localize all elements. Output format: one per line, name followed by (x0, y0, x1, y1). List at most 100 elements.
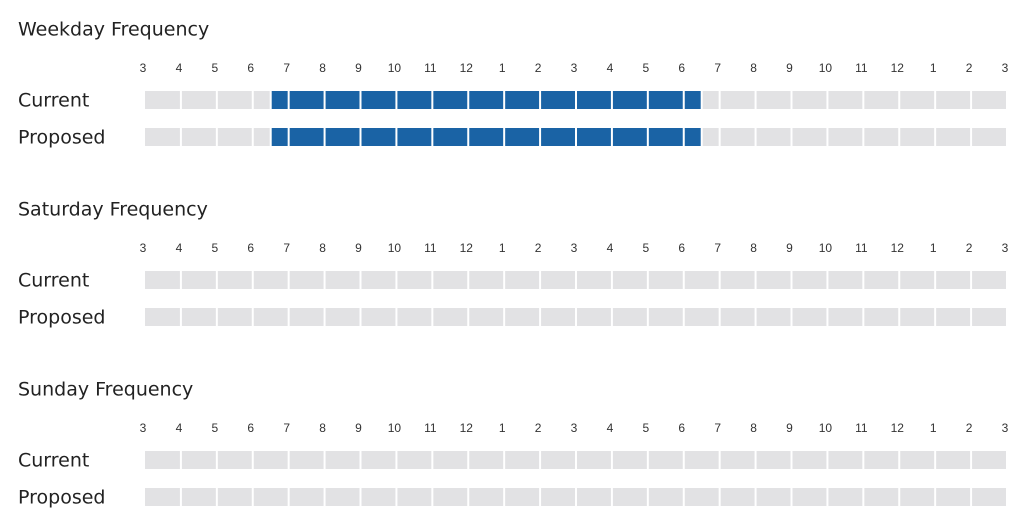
row-label: Current (18, 450, 89, 472)
hour-label: 5 (642, 241, 649, 255)
hour-label: 11 (855, 61, 868, 75)
inactive-cell (612, 271, 647, 289)
inactive-cell (361, 271, 396, 289)
hour-label: 3 (1002, 241, 1009, 255)
inactive-cell (397, 451, 432, 469)
inactive-cell (577, 271, 611, 289)
hour-label: 1 (930, 61, 937, 75)
hour-label: 8 (750, 421, 757, 435)
inactive-cell (864, 91, 899, 109)
active-cell (271, 128, 288, 146)
hour-label: 4 (607, 241, 614, 255)
inactive-cell (145, 308, 180, 326)
inactive-cell (541, 451, 575, 469)
hour-label: 4 (607, 61, 614, 75)
inactive-cell (577, 308, 611, 326)
hour-label: 5 (642, 421, 649, 435)
inactive-cell (792, 128, 827, 146)
row-label: Current (18, 270, 89, 292)
inactive-cell (684, 308, 719, 326)
inactive-cell (397, 308, 432, 326)
inactive-cell (505, 451, 540, 469)
hour-label: 10 (819, 61, 833, 75)
active-cell (684, 128, 701, 146)
inactive-cell (612, 308, 647, 326)
inactive-cell (253, 308, 288, 326)
section-title: Sunday Frequency (18, 379, 193, 401)
inactive-cell (217, 91, 252, 109)
hour-label: 5 (211, 421, 218, 435)
inactive-cell (289, 308, 324, 326)
hour-label: 12 (891, 241, 905, 255)
active-cell (612, 128, 647, 146)
hour-label: 3 (1002, 61, 1009, 75)
hour-label: 6 (678, 241, 685, 255)
hour-label: 10 (388, 61, 402, 75)
inactive-cell (936, 451, 971, 469)
inactive-cell (181, 91, 216, 109)
inactive-cell (972, 451, 1006, 469)
active-cell (648, 91, 683, 109)
inactive-cell (253, 451, 288, 469)
inactive-cell (433, 271, 468, 289)
inactive-cell (325, 451, 360, 469)
hour-label: 1 (499, 421, 506, 435)
inactive-cell (684, 488, 719, 506)
inactive-cell (792, 451, 827, 469)
hour-label: 2 (966, 241, 973, 255)
inactive-cell (648, 271, 683, 289)
row-label: Proposed (18, 307, 105, 329)
hour-label: 9 (355, 61, 362, 75)
active-cell (505, 91, 540, 109)
inactive-cell (325, 488, 360, 506)
active-cell (325, 128, 360, 146)
hour-label: 3 (1002, 421, 1009, 435)
hour-label: 7 (714, 421, 721, 435)
hour-label: 5 (211, 241, 218, 255)
hour-label: 9 (786, 421, 793, 435)
hour-label: 8 (319, 241, 326, 255)
inactive-cell (217, 308, 252, 326)
active-cell (577, 91, 611, 109)
hour-label: 10 (388, 421, 402, 435)
active-cell (271, 91, 288, 109)
hour-label: 7 (714, 241, 721, 255)
hour-label: 7 (283, 421, 290, 435)
inactive-cell (900, 308, 935, 326)
hour-label: 6 (247, 421, 254, 435)
inactive-cell (361, 451, 396, 469)
inactive-cell (972, 488, 1006, 506)
hour-label: 10 (819, 421, 833, 435)
hour-label: 3 (140, 241, 147, 255)
hour-label: 3 (571, 421, 578, 435)
inactive-cell (433, 308, 468, 326)
hour-label: 8 (750, 61, 757, 75)
inactive-cell (217, 451, 252, 469)
inactive-cell (397, 271, 432, 289)
inactive-cell (936, 91, 971, 109)
inactive-cell (612, 451, 647, 469)
inactive-cell (325, 308, 360, 326)
active-cell (505, 128, 540, 146)
active-cell (433, 91, 468, 109)
hour-label: 11 (424, 241, 437, 255)
active-cell (612, 91, 647, 109)
inactive-cell (217, 488, 252, 506)
row-label: Proposed (18, 487, 105, 509)
inactive-cell (900, 91, 935, 109)
inactive-cell (864, 128, 899, 146)
inactive-cell (289, 451, 324, 469)
hour-label: 12 (460, 421, 474, 435)
inactive-cell (145, 128, 180, 146)
inactive-cell (972, 271, 1006, 289)
hour-label: 2 (535, 421, 542, 435)
section-title: Saturday Frequency (18, 199, 208, 221)
inactive-cell (792, 308, 827, 326)
inactive-cell (792, 91, 827, 109)
active-cell (684, 91, 701, 109)
inactive-cell (720, 488, 755, 506)
hour-label: 4 (176, 61, 183, 75)
inactive-cell (756, 271, 791, 289)
hour-label: 4 (176, 421, 183, 435)
hour-label: 4 (607, 421, 614, 435)
